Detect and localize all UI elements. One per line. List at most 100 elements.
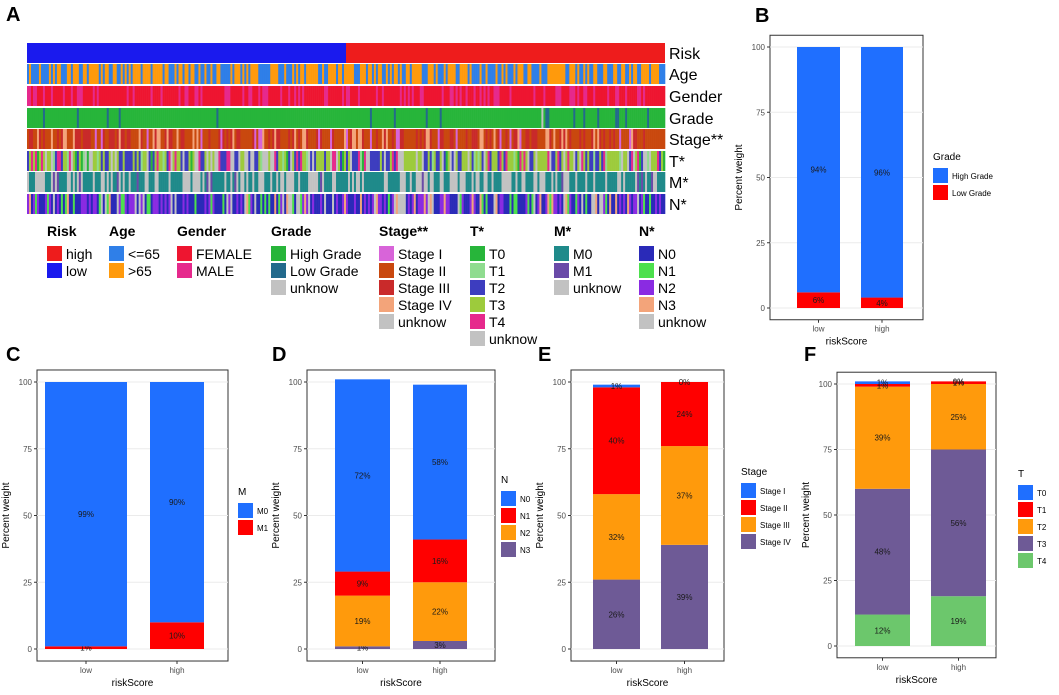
heatmap-cell xyxy=(166,86,169,106)
heatmap-cell xyxy=(397,151,401,171)
heatmap-cell xyxy=(483,129,486,149)
heatmap-cell xyxy=(419,194,423,214)
heatmap-cell xyxy=(104,194,108,214)
heatmap-cell xyxy=(603,194,606,214)
heatmap-cell xyxy=(136,194,139,214)
heatmap-cell xyxy=(387,194,391,214)
heatmap-cell xyxy=(246,129,249,149)
heatmap-cell xyxy=(162,129,165,149)
heatmap-cell xyxy=(525,64,528,84)
heatmap-cell xyxy=(258,151,261,171)
legend-swatch xyxy=(238,503,253,518)
heatmap-cell xyxy=(116,151,120,171)
heatmap-cell xyxy=(417,129,421,149)
heatmap-cell xyxy=(649,151,652,171)
heatmap-cell xyxy=(136,151,139,171)
heatmap-cell xyxy=(421,172,425,192)
heatmap-row-5 xyxy=(27,129,666,149)
heatmap-cell xyxy=(112,64,116,84)
heatmap-cell xyxy=(605,129,608,149)
legend-label: unknow xyxy=(489,331,538,347)
heatmap-cell xyxy=(455,129,458,149)
heatmap-cell xyxy=(617,108,620,128)
heatmap-cell xyxy=(194,108,197,128)
heatmap-cell xyxy=(44,64,48,84)
heatmap-cell xyxy=(118,86,121,106)
heatmap-cell xyxy=(192,86,195,106)
heatmap-cell xyxy=(369,172,373,192)
heatmap-cell xyxy=(499,151,502,171)
heatmap-cell xyxy=(178,194,181,214)
heatmap-cell xyxy=(260,64,263,84)
heatmap-cell xyxy=(258,194,261,214)
heatmap-cell xyxy=(637,172,640,192)
heatmap-cell xyxy=(367,172,371,192)
heatmap-cell xyxy=(493,151,496,171)
heatmap-cell xyxy=(202,86,205,106)
heatmap-cell xyxy=(216,108,219,128)
heatmap-cell xyxy=(58,108,62,128)
heatmap-cell xyxy=(260,151,263,171)
heatmap-cell xyxy=(212,108,215,128)
heatmap-cell xyxy=(324,194,327,214)
heatmap-cell xyxy=(320,129,323,149)
heatmap-cell xyxy=(359,108,363,128)
heatmap-cell xyxy=(232,64,235,84)
heatmap-cell xyxy=(571,194,574,214)
heatmap-cell xyxy=(240,129,243,149)
heatmap-cell xyxy=(208,129,211,149)
heatmap-cell xyxy=(158,129,161,149)
y-tick-label: 25 xyxy=(23,578,32,587)
legend-swatch xyxy=(177,263,192,278)
heatmap-cell xyxy=(553,172,556,192)
heatmap-cell xyxy=(288,129,291,149)
heatmap-cell xyxy=(347,108,351,128)
heatmap-cell xyxy=(124,172,127,192)
heatmap-cell xyxy=(52,172,56,192)
heatmap-cell xyxy=(399,151,403,171)
heatmap-cell xyxy=(447,194,450,214)
heatmap-cell xyxy=(353,108,357,128)
heatmap-cell xyxy=(250,64,253,84)
heatmap-cell xyxy=(619,194,622,214)
heatmap-cell xyxy=(353,86,357,106)
heatmap-cell xyxy=(208,194,211,214)
heatmap-cell xyxy=(86,194,90,214)
heatmap-cell xyxy=(663,194,666,214)
heatmap-cell xyxy=(222,64,225,84)
heatmap-cell xyxy=(431,151,435,171)
heatmap-cell xyxy=(27,108,30,128)
heatmap-cell xyxy=(461,64,464,84)
heatmap-cell xyxy=(232,172,235,192)
heatmap-cell xyxy=(288,86,291,106)
heatmap-cell xyxy=(435,129,439,149)
legend-title: N xyxy=(501,475,508,486)
heatmap-cell xyxy=(136,172,139,192)
heatmap-cell xyxy=(541,194,544,214)
heatmap-cell xyxy=(509,194,512,214)
heatmap-cell xyxy=(363,108,367,128)
legend-swatch xyxy=(238,520,253,535)
heatmap-cell xyxy=(208,151,211,171)
heatmap-cell xyxy=(272,172,275,192)
heatmap-cell xyxy=(447,172,450,192)
heatmap-cell xyxy=(150,108,153,128)
heatmap-cell xyxy=(517,108,520,128)
bar-segment-n1 xyxy=(413,539,467,583)
heatmap-cell xyxy=(28,172,32,192)
heatmap-cell xyxy=(537,108,540,128)
bar-data-label: 3% xyxy=(434,641,446,650)
heatmap-cell xyxy=(284,86,287,106)
heatmap-cell xyxy=(232,86,235,106)
heatmap-cell xyxy=(383,172,387,192)
chart-b: 02550751006%94%low4%96%highriskScorePerc… xyxy=(734,34,993,348)
heatmap-cell xyxy=(589,129,592,149)
heatmap-cell xyxy=(489,151,492,171)
heatmap-cell xyxy=(322,172,325,192)
heatmap-cell xyxy=(585,129,588,149)
heatmap-cell xyxy=(224,129,227,149)
heatmap-cell xyxy=(32,64,36,84)
heatmap-cell xyxy=(48,194,52,214)
heatmap-cell xyxy=(120,151,123,171)
heatmap-cell xyxy=(342,151,345,171)
